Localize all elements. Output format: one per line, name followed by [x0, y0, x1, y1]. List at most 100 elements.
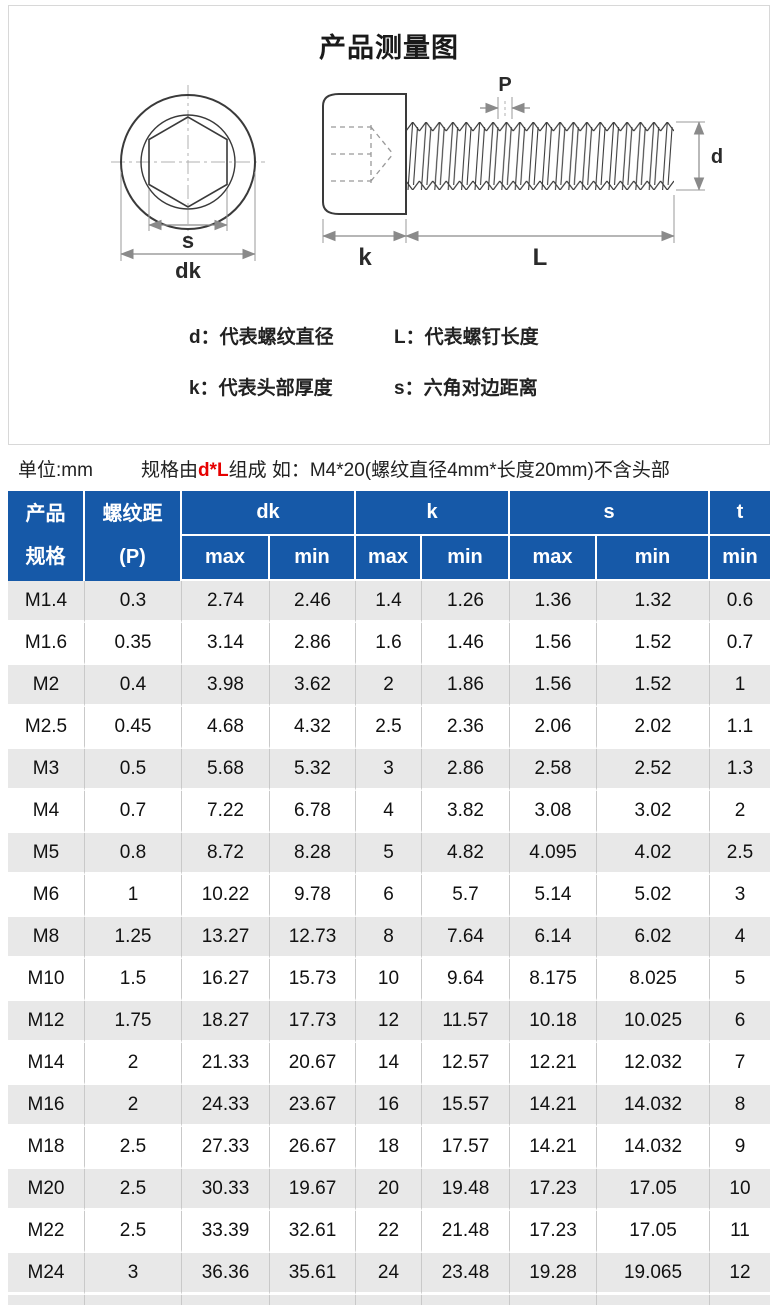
header-s-max: max: [510, 536, 597, 581]
table-cell: 2.36: [422, 707, 510, 749]
table-cell: M18: [8, 1127, 85, 1169]
table-cell: 30.33: [182, 1169, 270, 1211]
table-cell: 12.73: [270, 917, 356, 959]
table-cell: 1.6: [356, 623, 422, 665]
table-cell: 3.98: [182, 665, 270, 707]
table-row: M10 1.5 16.27 15.73 10 9.64 8.175 8.025 5: [8, 959, 770, 1001]
table-cell: 1.25: [85, 917, 182, 959]
table-cell: 8: [356, 917, 422, 959]
table-cell: 20: [356, 1169, 422, 1211]
table-row: M5 0.8 8.72 8.28 5 4.82 4.095 4.02 2.5: [8, 833, 770, 875]
table-cell: 8.175: [510, 959, 597, 1001]
table-cell: 6: [710, 1001, 770, 1043]
table-cell: M24: [8, 1253, 85, 1295]
table-cell: 15.73: [270, 959, 356, 1001]
table-cell: 14.21: [510, 1127, 597, 1169]
table-cell: 1: [710, 665, 770, 707]
legend: d：代表螺纹直径 L：代表螺钉长度 k：代表头部厚度 s：六角对边距离: [189, 322, 769, 400]
table-cell: 3.14: [182, 623, 270, 665]
legend-item-k: k：代表头部厚度: [189, 378, 333, 399]
table-cell: 12: [710, 1253, 770, 1295]
table-cell: M6: [8, 875, 85, 917]
table-cell: M1.4: [8, 581, 85, 623]
table-cell: 1.26: [422, 581, 510, 623]
table-cell: M8: [8, 917, 85, 959]
table-cell: 35.61: [270, 1253, 356, 1295]
dim-label-d: d: [711, 146, 723, 168]
table-cell: 5.32: [270, 749, 356, 791]
table-cell: 17.05: [597, 1211, 710, 1253]
table-cell: 8.72: [182, 833, 270, 875]
table-cell: 12.57: [422, 1043, 510, 1085]
table-cell: M2.5: [8, 707, 85, 749]
table-cell: 0.3: [85, 581, 182, 623]
table-cell: M14: [8, 1043, 85, 1085]
table-cell: 10.18: [510, 1001, 597, 1043]
table-row: M8 1.25 13.27 12.73 8 7.64 6.14 6.02 4: [8, 917, 770, 959]
table-cell: 2.5: [356, 707, 422, 749]
spec-table-body: M1.4 0.3 2.74 2.46 1.4 1.26 1.36 1.32 0.6 M1.6 0.3…: [8, 581, 770, 1305]
table-cell: 3.08: [510, 791, 597, 833]
table-cell: [8, 1295, 85, 1305]
table-cell: 22: [356, 1211, 422, 1253]
table-row: M18 2.5 27.33 26.67 18 17.57 14.21 14.032 9: [8, 1127, 770, 1169]
table-cell: M2: [8, 665, 85, 707]
dim-label-k: k: [358, 244, 372, 271]
table-cell: 21.48: [422, 1211, 510, 1253]
table-cell: [710, 1295, 770, 1305]
front-view: s dk: [111, 85, 265, 283]
table-cell: 12.032: [597, 1043, 710, 1085]
table-cell: 3: [710, 875, 770, 917]
table-cell: 17.23: [510, 1169, 597, 1211]
table-cell: 2.02: [597, 707, 710, 749]
table-cell: 7.22: [182, 791, 270, 833]
table-cell: 5.68: [182, 749, 270, 791]
table-cell: 13.27: [182, 917, 270, 959]
table-cell: 5.02: [597, 875, 710, 917]
table-cell: 27.33: [182, 1127, 270, 1169]
table-cell: M5: [8, 833, 85, 875]
dim-label-l: L: [533, 244, 548, 271]
table-cell: [182, 1295, 270, 1305]
table-cell: 17.57: [422, 1127, 510, 1169]
dim-label-p: P: [498, 77, 511, 96]
table-cell: M22: [8, 1211, 85, 1253]
table-cell: [270, 1295, 356, 1305]
table-cell: 2.58: [510, 749, 597, 791]
table-cell: 10: [356, 959, 422, 1001]
screw-measurement-diagram: s dk P: [111, 77, 723, 283]
table-cell: 33.39: [182, 1211, 270, 1253]
table-cell: 1: [85, 875, 182, 917]
table-cell: 3: [85, 1253, 182, 1295]
table-cell: 10.22: [182, 875, 270, 917]
table-cell: 5.14: [510, 875, 597, 917]
table-cell: 17.23: [510, 1211, 597, 1253]
table-cell: 1.32: [597, 581, 710, 623]
table-cell: M4: [8, 791, 85, 833]
table-cell: 2: [356, 665, 422, 707]
table-cell: 2.5: [710, 833, 770, 875]
table-cell: 12: [356, 1001, 422, 1043]
table-cell: 0.7: [710, 623, 770, 665]
table-cell: 21.33: [182, 1043, 270, 1085]
table-cell: 3.62: [270, 665, 356, 707]
table-cell: [85, 1295, 182, 1305]
table-cell: 14.032: [597, 1127, 710, 1169]
table-cell: 2.5: [85, 1169, 182, 1211]
table-row: M24 3 36.36 35.61 24 23.48 19.28 19.065 12: [8, 1253, 770, 1295]
table-cell: 2.86: [270, 623, 356, 665]
table-row: M3 0.5 5.68 5.32 3 2.86 2.58 2.52 1.3: [8, 749, 770, 791]
table-cell: 1.86: [422, 665, 510, 707]
table-cell: 8.28: [270, 833, 356, 875]
header-group-k: k: [356, 491, 510, 536]
table-cell: 4: [710, 917, 770, 959]
table-cell: 17.73: [270, 1001, 356, 1043]
table-cell: 9.78: [270, 875, 356, 917]
table-row: M14 2 21.33 20.67 14 12.57 12.21 12.032 7: [8, 1043, 770, 1085]
legend-item-L: L：代表螺钉长度: [394, 327, 539, 348]
table-cell: 2: [710, 791, 770, 833]
header-product-spec: 产品 规格: [8, 491, 85, 581]
table-cell: 2.74: [182, 581, 270, 623]
table-cell: 4.32: [270, 707, 356, 749]
table-cell: 9: [710, 1127, 770, 1169]
